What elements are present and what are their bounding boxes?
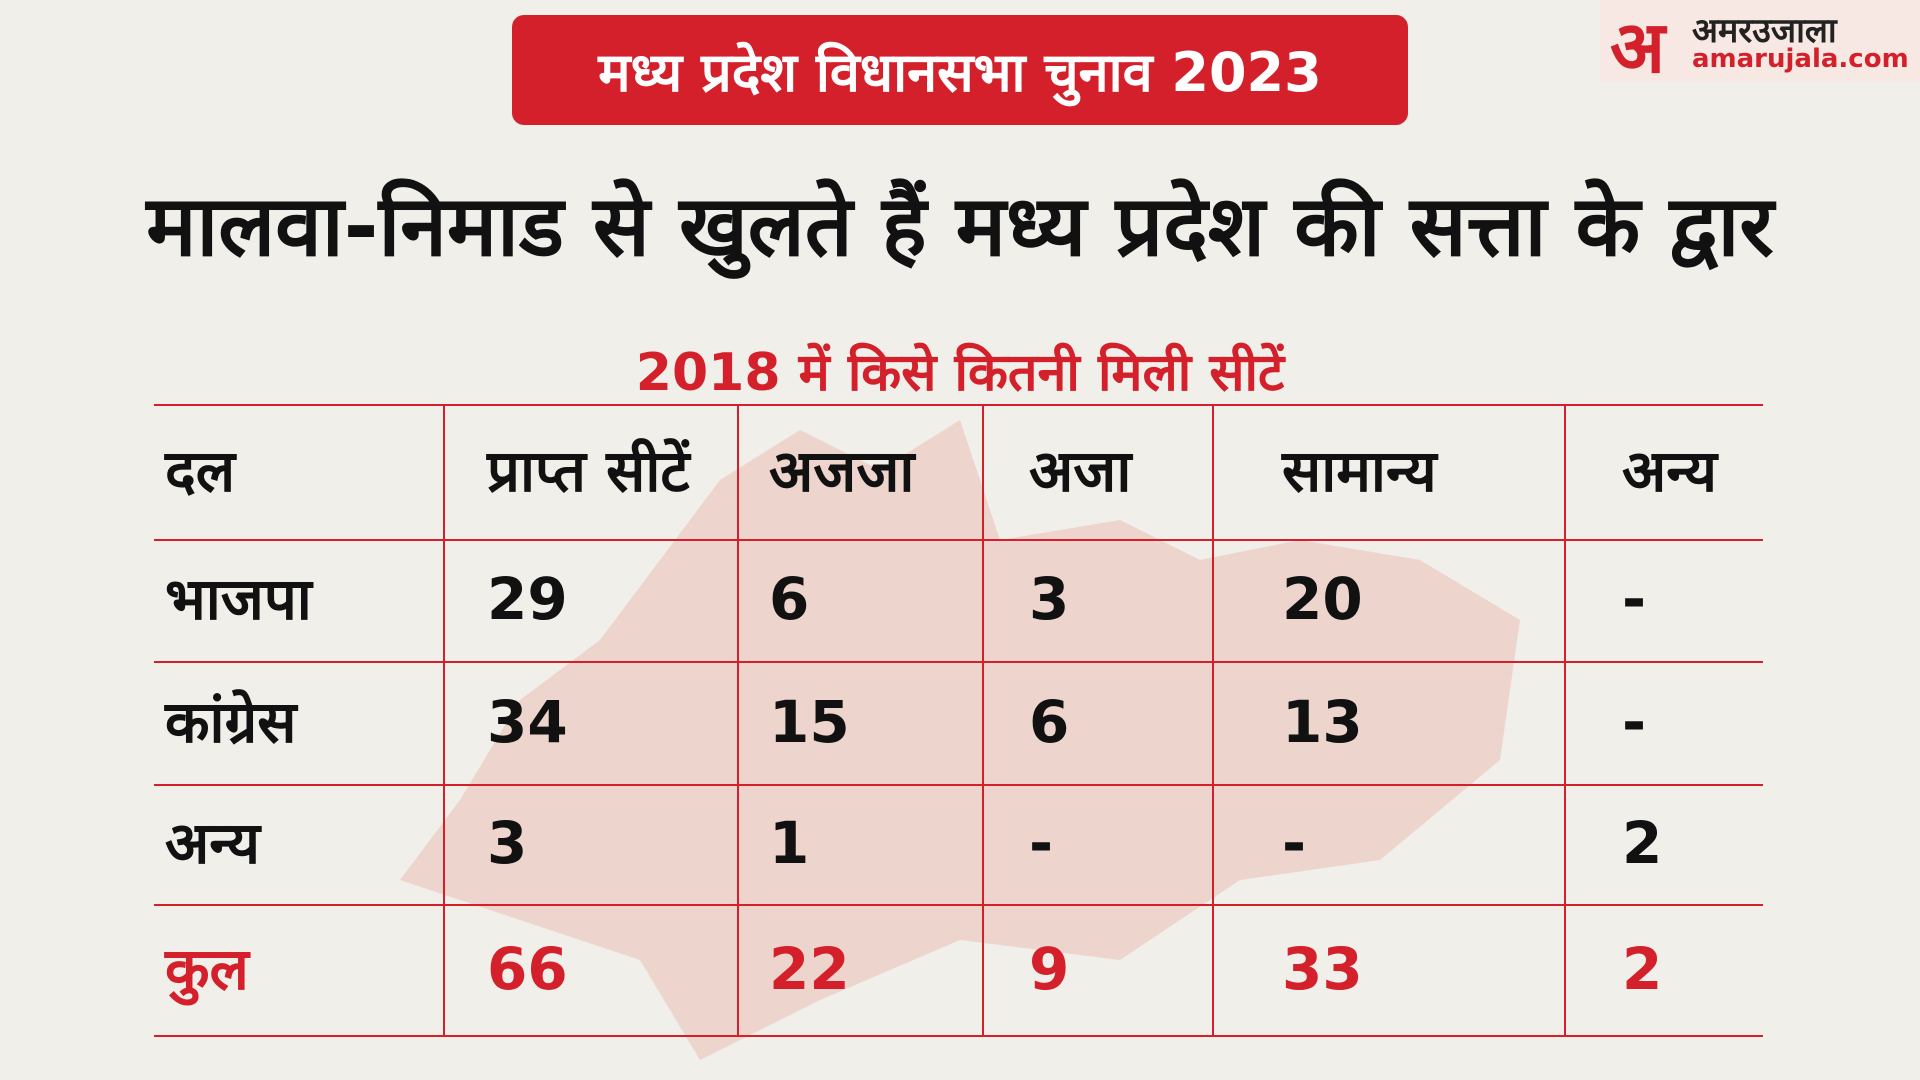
row-label: अन्य: [165, 809, 261, 877]
table-cell: -: [1282, 809, 1307, 877]
logo: अ अमरउजाला amarujala.com: [1600, 0, 1920, 89]
table-cell: 2: [1622, 809, 1663, 877]
logo-mark: अ: [1610, 5, 1666, 89]
column-header: दल: [165, 437, 236, 505]
table-cell: 3: [1029, 565, 1070, 633]
table-cell: 1: [769, 809, 810, 877]
row-line: [154, 904, 1763, 906]
row-label: भाजपा: [165, 565, 312, 633]
column-line: [1564, 404, 1566, 1035]
column-header: सामान्य: [1282, 437, 1437, 505]
column-header: अजजा: [769, 437, 915, 505]
column-header: अजा: [1029, 437, 1132, 505]
column-line: [737, 404, 739, 1035]
row-line: [154, 784, 1763, 786]
column-header: प्राप्त सीटें: [487, 437, 690, 505]
table-cell: 13: [1282, 687, 1363, 756]
table-cell: 29: [487, 565, 568, 633]
row-label: कांग्रेस: [165, 687, 297, 756]
table-cell: 22: [769, 934, 850, 1003]
table-cell: 6: [1029, 687, 1070, 756]
table-cell: 2: [1622, 934, 1663, 1003]
table-cell: 20: [1282, 565, 1363, 633]
table-cell: 34: [487, 687, 568, 756]
table-cell: -: [1622, 565, 1647, 633]
table-cell: 33: [1282, 934, 1363, 1003]
column-header: अन्य: [1622, 437, 1718, 505]
logo-site: amarujala.com: [1692, 44, 1909, 74]
table-cell: -: [1622, 687, 1647, 756]
column-line: [443, 404, 445, 1035]
table-caption: 2018 में किसे कितनी मिली सीटें: [635, 343, 1285, 403]
row-line: [154, 661, 1763, 663]
table-cell: -: [1029, 809, 1054, 877]
table-cell: 15: [769, 687, 850, 756]
column-line: [982, 404, 984, 1035]
row-line: [154, 539, 1763, 541]
table-cell: 9: [1029, 934, 1070, 1003]
row-line: [154, 1035, 1763, 1037]
row-line: [154, 404, 1763, 406]
table-cell: 6: [769, 565, 810, 633]
map-shape: [400, 420, 1520, 1060]
row-label: कुल: [165, 934, 249, 1003]
header-tag: मध्य प्रदेश विधानसभा चुनाव 2023: [512, 15, 1408, 125]
table-cell: 66: [487, 934, 568, 1003]
table-cell: 3: [487, 809, 528, 877]
headline: मालवा-निमाड से खुलते हैं मध्य प्रदेश की …: [146, 177, 1774, 275]
logo-name: अमरउजाला: [1692, 11, 1837, 51]
column-line: [1212, 404, 1214, 1035]
